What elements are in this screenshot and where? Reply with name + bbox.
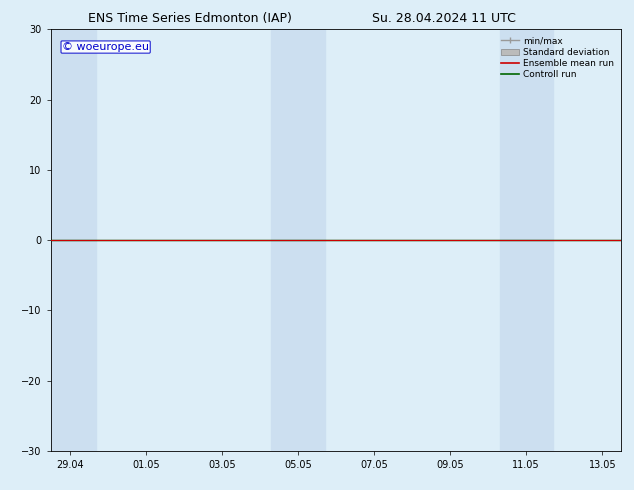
Text: Su. 28.04.2024 11 UTC: Su. 28.04.2024 11 UTC bbox=[372, 12, 515, 25]
Bar bbox=[271, 29, 325, 451]
Bar bbox=[51, 29, 96, 451]
Legend: min/max, Standard deviation, Ensemble mean run, Controll run: min/max, Standard deviation, Ensemble me… bbox=[499, 34, 617, 82]
Text: © woeurope.eu: © woeurope.eu bbox=[62, 42, 149, 52]
Bar bbox=[500, 29, 553, 451]
Text: ENS Time Series Edmonton (IAP): ENS Time Series Edmonton (IAP) bbox=[88, 12, 292, 25]
